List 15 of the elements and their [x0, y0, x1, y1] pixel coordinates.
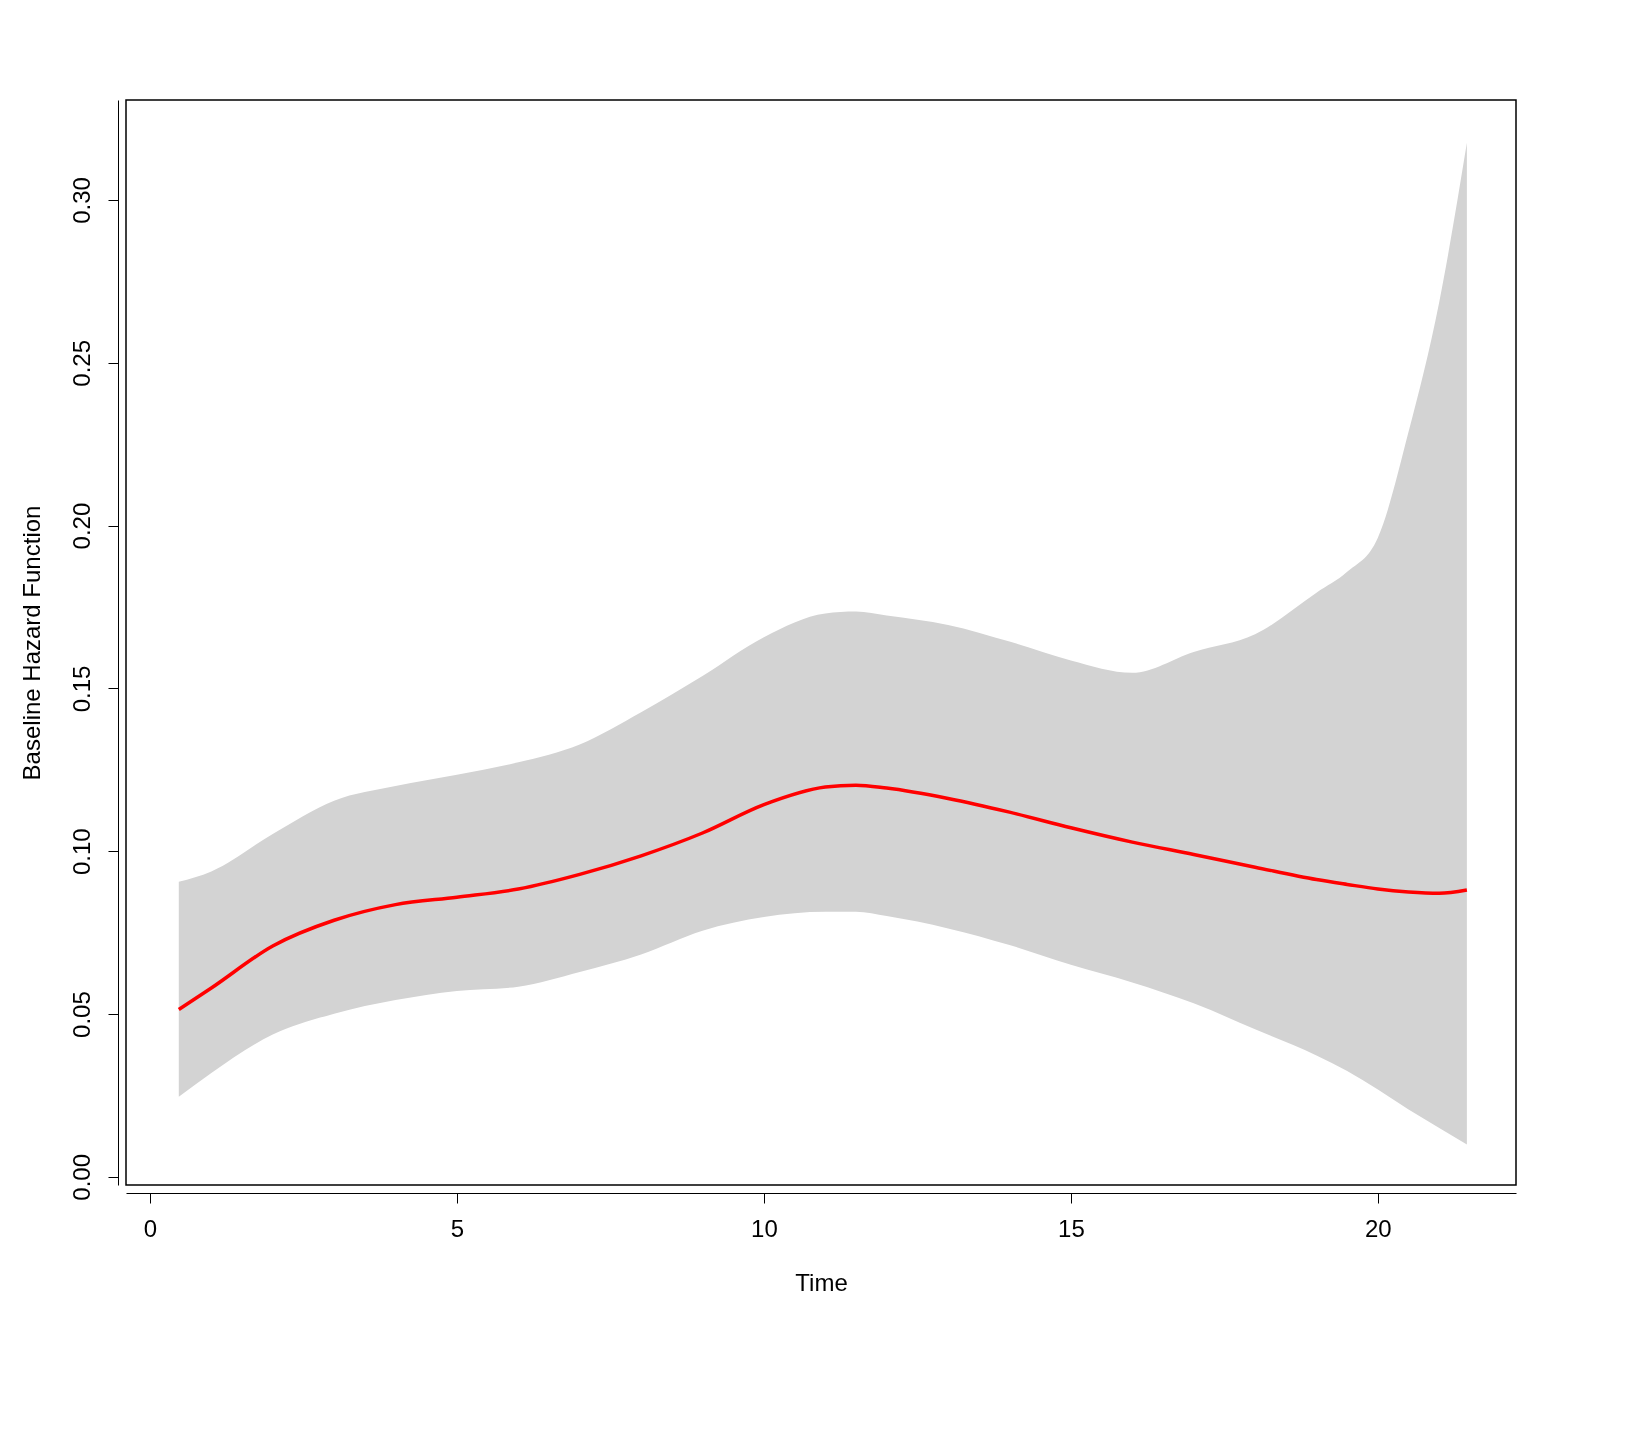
x-tick-label: 5: [450, 1214, 465, 1242]
x-tick-label: 10: [751, 1214, 778, 1242]
x-tick-label: 0: [143, 1214, 158, 1242]
y-tick-label: 0.00: [67, 1154, 95, 1201]
line-series: [177, 783, 1469, 1012]
y-axis-title: Baseline Hazard Function: [17, 505, 45, 781]
y-tick-label: 0.25: [67, 339, 95, 387]
y-tick-label: 0.20: [67, 502, 95, 550]
x-axis-title: Time: [795, 1268, 848, 1296]
y-tick-label: 0.30: [67, 177, 95, 224]
y-tick-label: 0.15: [67, 665, 95, 713]
y-tick-label: 0.05: [67, 991, 95, 1038]
y-tick-label: 0.10: [67, 828, 95, 876]
x-tick-label: 20: [1365, 1214, 1392, 1242]
x-tick-label: 15: [1058, 1214, 1085, 1242]
